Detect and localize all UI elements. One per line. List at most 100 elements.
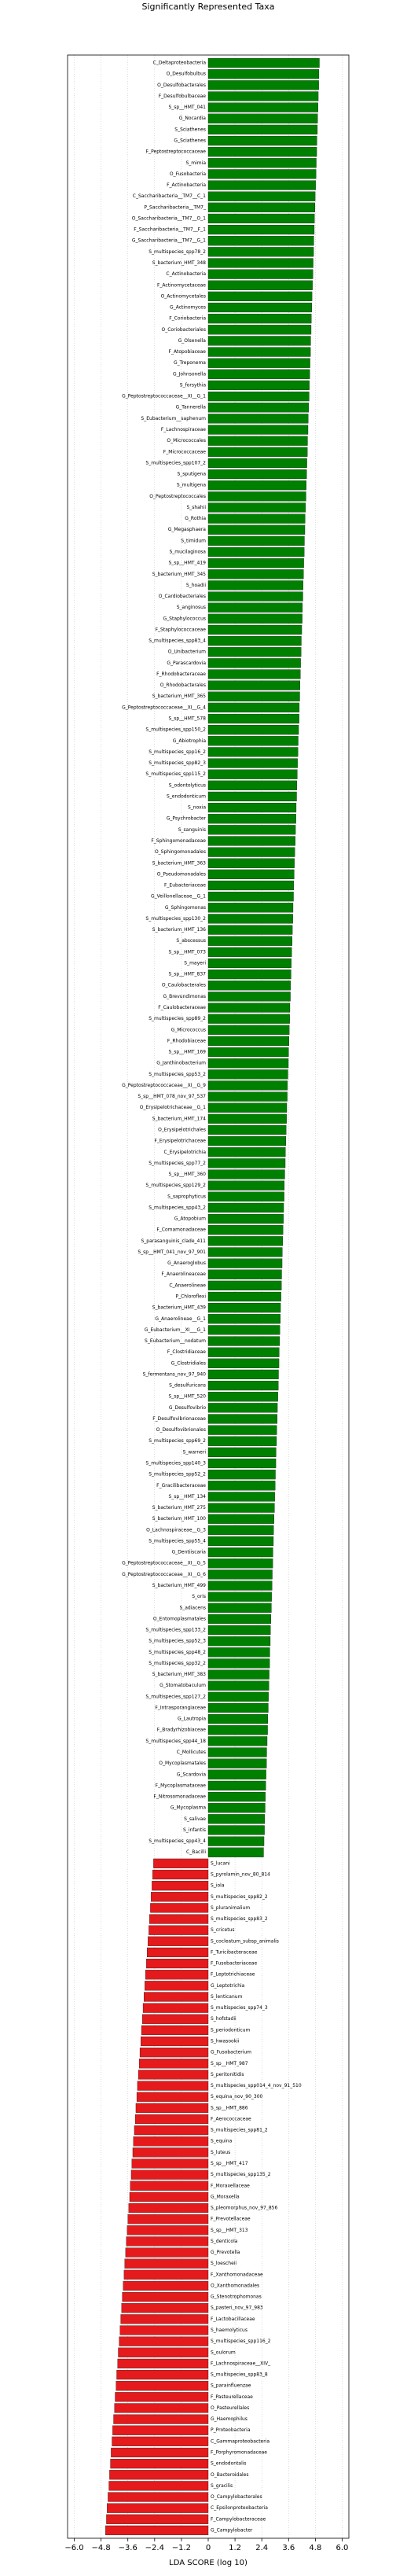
- bar: [207, 1702, 269, 1713]
- bar: [207, 69, 320, 79]
- bar: [207, 1547, 273, 1558]
- category-label: O_Caulobacterales: [162, 983, 206, 988]
- bar: [207, 425, 309, 435]
- category-label: S_forsythia: [180, 382, 207, 388]
- bar: [207, 814, 296, 824]
- bar: [207, 1325, 280, 1335]
- bar: [135, 2103, 209, 2113]
- bar: [207, 1481, 276, 1491]
- bar: [139, 2059, 209, 2069]
- bar: [207, 869, 295, 879]
- category-label: G_Parascardovia: [167, 661, 206, 666]
- category-label: O_Desulfobulbus: [167, 72, 206, 77]
- category-label: F_Aerococcaceae: [211, 2116, 251, 2122]
- bar: [207, 1191, 284, 1202]
- bar: [146, 1958, 209, 1969]
- x-tick-label: −4.8: [91, 2544, 110, 2552]
- category-label: S_hofstadii: [211, 2016, 236, 2022]
- bar: [114, 2403, 209, 2413]
- bar: [117, 2358, 209, 2369]
- bar: [207, 1636, 271, 1647]
- category-label: G_Treponema: [174, 360, 206, 366]
- bar: [207, 958, 292, 969]
- category-label: G_Anaerolineae__G_1: [155, 1316, 206, 1322]
- category-label: S_lenticanum: [211, 1994, 243, 2000]
- bar: [148, 1936, 209, 1946]
- bar: [207, 1447, 277, 1457]
- category-label: S_sp__HMT_169: [168, 1050, 206, 1055]
- bar: [207, 213, 315, 224]
- bar: [148, 1925, 209, 1935]
- category-label: F_Xanthomonadaceae: [211, 2272, 263, 2277]
- bar: [207, 458, 307, 468]
- category-label: S_hoadii: [186, 583, 206, 588]
- bar: [207, 191, 316, 201]
- bar: [116, 2381, 209, 2391]
- bar: [207, 169, 317, 179]
- category-label: F_Eubacteriaceae: [164, 883, 206, 889]
- bar: [207, 336, 311, 346]
- bar: [124, 2258, 209, 2269]
- bar: [207, 1269, 282, 1279]
- category-label: P_Chloroflexi: [175, 1294, 206, 1300]
- category-label: S_multispecies_spp83_8: [211, 2372, 268, 2378]
- category-label: S_equina_nov_90_300: [211, 2094, 263, 2099]
- category-label: S_sp__HMT_417: [211, 2161, 248, 2166]
- category-label: S_multispecies_spp116_2: [211, 2339, 271, 2344]
- category-label: O_Lachnospiraceae__G_3: [146, 1527, 206, 1533]
- category-label: S_salivae: [184, 1816, 206, 1822]
- category-label: F_Fusobacteriaceae: [211, 1961, 257, 1967]
- category-label: S_warneri: [183, 1449, 207, 1455]
- bar: [107, 2503, 209, 2513]
- category-label: G_Sphingomonas: [165, 905, 206, 911]
- bar: [207, 1814, 266, 1824]
- category-label: S_odontolyticus: [169, 782, 206, 788]
- bar: [207, 91, 319, 101]
- bar: [146, 1947, 209, 1958]
- category-label: F_Peptostreptococcaceae: [146, 149, 207, 155]
- category-label: F_Porphyromonadaceae: [211, 2449, 267, 2455]
- bar: [207, 1392, 278, 1402]
- category-label: S_timidum: [181, 538, 206, 543]
- bar: [207, 992, 291, 1002]
- category-label: G_Saccharibacteria__TM7__G_1: [132, 238, 206, 244]
- bar: [207, 1736, 268, 1746]
- plot-frame: [67, 54, 350, 2539]
- bar: [207, 580, 303, 591]
- bar: [207, 1780, 266, 1791]
- category-label: G_Abiotrophia: [173, 738, 207, 744]
- bar: [207, 858, 295, 868]
- bar: [207, 1592, 272, 1602]
- category-label: S_infantis: [183, 1827, 206, 1833]
- category-label: S_loescheii: [211, 2261, 236, 2266]
- category-label: G_Olsenella: [178, 338, 207, 344]
- bar: [207, 569, 304, 580]
- bar: [207, 1458, 277, 1469]
- category-label: S_bacterium_HMT_174: [152, 1116, 206, 1121]
- bar: [207, 1514, 274, 1524]
- bar: [207, 635, 302, 646]
- bar: [125, 2247, 209, 2258]
- bar: [207, 758, 298, 768]
- bar: [207, 380, 310, 391]
- bar: [123, 2269, 209, 2280]
- category-label: C_Erysipelotrichia: [163, 1150, 206, 1155]
- bar: [207, 680, 300, 690]
- bar: [207, 1680, 270, 1691]
- bar: [207, 247, 314, 257]
- bar: [207, 80, 319, 90]
- category-label: S_multispecies_spp140_3: [145, 1461, 206, 1466]
- category-label: S_mayeri: [184, 960, 206, 966]
- bar: [207, 1747, 267, 1757]
- bar: [207, 236, 314, 246]
- bar: [207, 1625, 271, 1636]
- category-label: S_multispecies_spp014_4_nov_91_510: [211, 2083, 302, 2088]
- bar: [207, 658, 301, 668]
- bar: [207, 780, 297, 790]
- bar: [207, 369, 310, 379]
- category-label: G_Peptostreptococcaceae__XI__G_4: [122, 705, 206, 710]
- category-label: S_Sciathenes: [174, 127, 206, 132]
- category-label: G_Haemophilus: [211, 2416, 248, 2422]
- bar: [151, 1892, 209, 1902]
- x-tick-label: −2.4: [145, 2544, 164, 2552]
